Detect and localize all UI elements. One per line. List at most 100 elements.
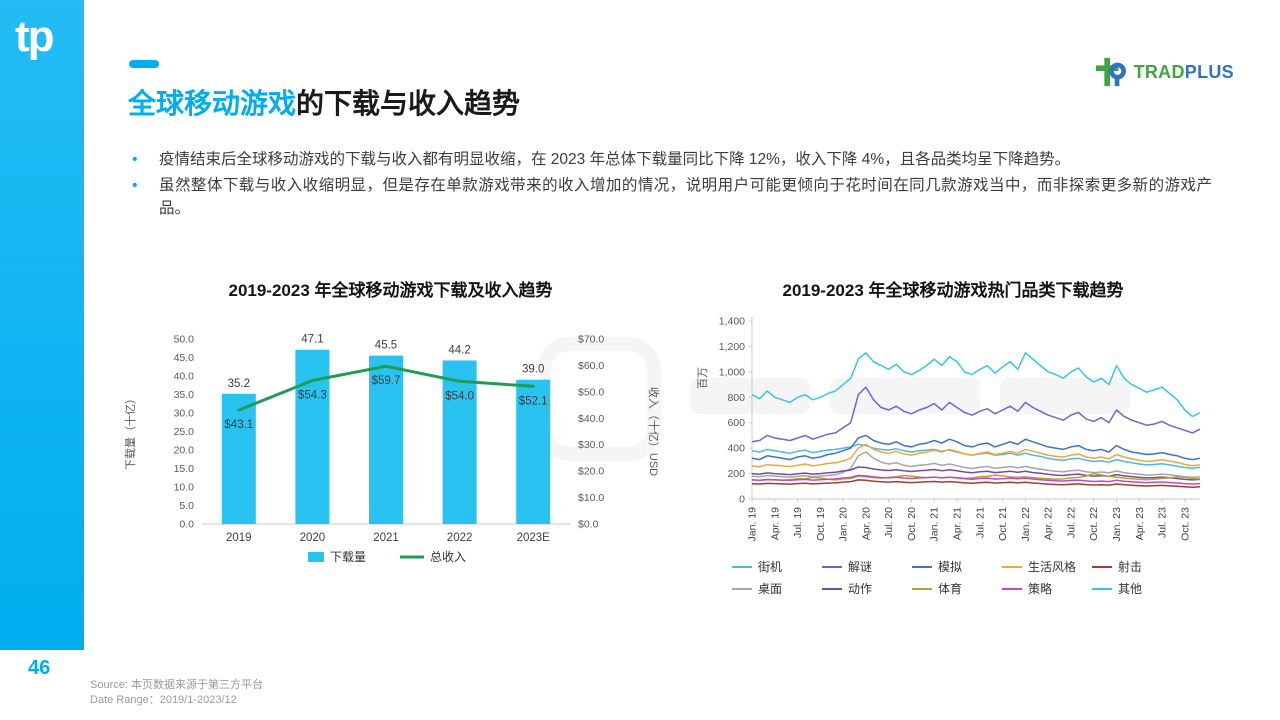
category-line-chart: 0 200 400 600 800 1,000 1,200 1,400 百万 Jan. 19 Apr… <box>688 309 1218 616</box>
series-line-桌面 <box>751 451 1201 479</box>
svg-text:$60.0: $60.0 <box>578 360 604 372</box>
svg-text:生活风格: 生活风格 <box>1028 559 1076 574</box>
svg-text:2019: 2019 <box>226 532 252 544</box>
download-bar <box>221 393 256 524</box>
date-range-line: Date Range：2019/1-2023/12 <box>90 693 237 706</box>
svg-text:下载量（十亿）: 下载量（十亿） <box>123 393 137 470</box>
svg-text:$10.0: $10.0 <box>578 492 604 504</box>
svg-text:1,400: 1,400 <box>719 316 745 328</box>
sidebar-accent-bar: tp <box>0 0 84 650</box>
legend-swatch-downloads <box>308 552 324 562</box>
page-title-rest: 的下载与收入趋势 <box>296 88 521 119</box>
svg-text:Oct. 19: Oct. 19 <box>815 507 827 541</box>
svg-text:百万: 百万 <box>697 367 709 389</box>
svg-text:2023E: 2023E <box>517 532 551 544</box>
svg-text:解谜: 解谜 <box>848 560 872 574</box>
svg-text:动作: 动作 <box>848 582 872 596</box>
series-line-生活风格 <box>751 443 1201 468</box>
bullet-item: 虽然整体下载与收入收缩明显，但是存在单款游戏带来的收入增加的情况，说明用户可能更… <box>126 174 1212 220</box>
svg-text:25.0: 25.0 <box>174 426 195 438</box>
svg-text:2022: 2022 <box>447 532 473 544</box>
download-bar <box>442 360 477 524</box>
tradplus-logo-text: TRADPLUS <box>1134 62 1234 83</box>
svg-text:20.0: 20.0 <box>174 445 195 457</box>
svg-text:600: 600 <box>727 417 745 429</box>
svg-text:Apr. 23: Apr. 23 <box>1134 507 1146 540</box>
svg-text:射击: 射击 <box>1118 559 1142 574</box>
source-note: Source: 本页数据来源于第三方平台 Date Range：2019/1-2… <box>90 678 263 708</box>
svg-text:0: 0 <box>739 494 745 506</box>
svg-text:30.0: 30.0 <box>174 408 195 420</box>
download-bar <box>369 355 403 524</box>
tradplus-logo: TRADPLUS <box>1093 56 1234 88</box>
svg-text:2020: 2020 <box>300 532 326 544</box>
svg-text:$20.0: $20.0 <box>578 466 604 478</box>
summary-bullets: 疫情结束后全球移动游戏的下载与收入都有明显收缩，在 2023 年总体下载量同比下… <box>126 148 1212 223</box>
series-line-射击 <box>751 479 1201 488</box>
svg-text:下载量: 下载量 <box>330 550 366 564</box>
download-bar <box>516 379 551 524</box>
svg-text:15.0: 15.0 <box>174 463 195 475</box>
title-accent-dash <box>129 60 159 68</box>
svg-text:Jul. 20: Jul. 20 <box>883 507 895 538</box>
bullet-item: 疫情结束后全球移动游戏的下载与收入都有明显收缩，在 2023 年总体下载量同比下… <box>126 148 1212 171</box>
svg-text:Jul. 21: Jul. 21 <box>974 507 986 538</box>
svg-text:0.0: 0.0 <box>179 519 194 531</box>
svg-text:街机: 街机 <box>758 560 782 574</box>
combo-chart-title: 2019-2023 年全球移动游戏下载及收入趋势 <box>228 281 553 300</box>
svg-text:总收入: 总收入 <box>430 550 466 564</box>
line-chart-title: 2019-2023 年全球移动游戏热门品类下载趋势 <box>782 281 1124 300</box>
category-chart-canvas: 0 200 400 600 800 1,000 1,200 1,400 百万 Jan. 19 Apr… <box>697 316 1201 596</box>
svg-text:Oct. 21: Oct. 21 <box>997 507 1009 541</box>
svg-text:Oct. 23: Oct. 23 <box>1179 507 1191 541</box>
svg-text:50.0: 50.0 <box>174 334 195 346</box>
downloads-revenue-chart-section: 2019-2023 年全球移动游戏下载及收入趋势 0.0 5.0 10.0 15.0 2… <box>118 276 663 586</box>
revenue-line <box>237 364 535 412</box>
tp-sidebar-logo: tp <box>15 12 55 61</box>
svg-text:5.0: 5.0 <box>179 500 194 512</box>
series-line-其他 <box>751 352 1201 418</box>
svg-text:Apr. 20: Apr. 20 <box>860 507 872 540</box>
svg-text:收入（十亿）USD: 收入（十亿）USD <box>647 387 661 476</box>
svg-text:1,200: 1,200 <box>719 341 745 353</box>
svg-text:1,000: 1,000 <box>719 366 745 378</box>
svg-text:Jul. 23: Jul. 23 <box>1157 507 1169 538</box>
svg-text:Oct. 20: Oct. 20 <box>906 507 918 541</box>
series-line-策略 <box>751 474 1201 485</box>
svg-text:其他: 其他 <box>1118 582 1142 596</box>
source-line: Source: 本页数据来源于第三方平台 <box>90 679 263 691</box>
svg-text:35.2: 35.2 <box>228 378 250 390</box>
svg-text:45.0: 45.0 <box>174 352 195 364</box>
svg-text:800: 800 <box>727 392 745 404</box>
svg-text:$54.0: $54.0 <box>445 390 474 402</box>
series-line-解谜 <box>751 386 1201 443</box>
svg-text:44.2: 44.2 <box>448 344 470 356</box>
svg-text:35.0: 35.0 <box>174 389 195 401</box>
svg-text:Jul. 19: Jul. 19 <box>792 507 804 538</box>
svg-text:45.5: 45.5 <box>375 340 397 352</box>
page-title-highlight: 全球移动游戏 <box>128 88 297 119</box>
svg-text:$52.1: $52.1 <box>519 395 548 407</box>
svg-text:200: 200 <box>727 468 745 480</box>
combo-chart-canvas: 0.0 5.0 10.0 15.0 20.0 25.0 30.0 35.0 40.0 45.0 50… <box>123 334 661 565</box>
svg-text:$30.0: $30.0 <box>578 439 604 451</box>
svg-text:47.1: 47.1 <box>301 334 323 346</box>
page-title: 全球移动游戏的下载与收入趋势 <box>128 82 520 122</box>
svg-text:Jan. 22: Jan. 22 <box>1020 507 1032 542</box>
svg-text:39.0: 39.0 <box>522 364 544 376</box>
svg-text:桌面: 桌面 <box>758 582 782 596</box>
svg-text:40.0: 40.0 <box>174 371 195 383</box>
svg-text:Jan. 20: Jan. 20 <box>838 507 850 542</box>
svg-text:$0.0: $0.0 <box>578 519 599 531</box>
download-bar <box>295 349 330 524</box>
svg-text:体育: 体育 <box>938 581 962 596</box>
svg-text:策略: 策略 <box>1028 581 1052 596</box>
svg-text:$59.7: $59.7 <box>372 375 401 387</box>
category-downloads-chart-section: 2019-2023 年全球移动游戏热门品类下载趋势 0 200 400 600 800 1… <box>688 276 1218 616</box>
svg-text:Jan. 23: Jan. 23 <box>1111 507 1123 542</box>
svg-text:模拟: 模拟 <box>938 560 962 574</box>
logo-text-trad: TRAD <box>1133 61 1185 82</box>
combo-chart: 0.0 5.0 10.0 15.0 20.0 25.0 30.0 35.0 40.0 45.0 50… <box>118 309 663 586</box>
svg-text:400: 400 <box>727 443 745 455</box>
svg-text:$50.0: $50.0 <box>578 386 604 398</box>
